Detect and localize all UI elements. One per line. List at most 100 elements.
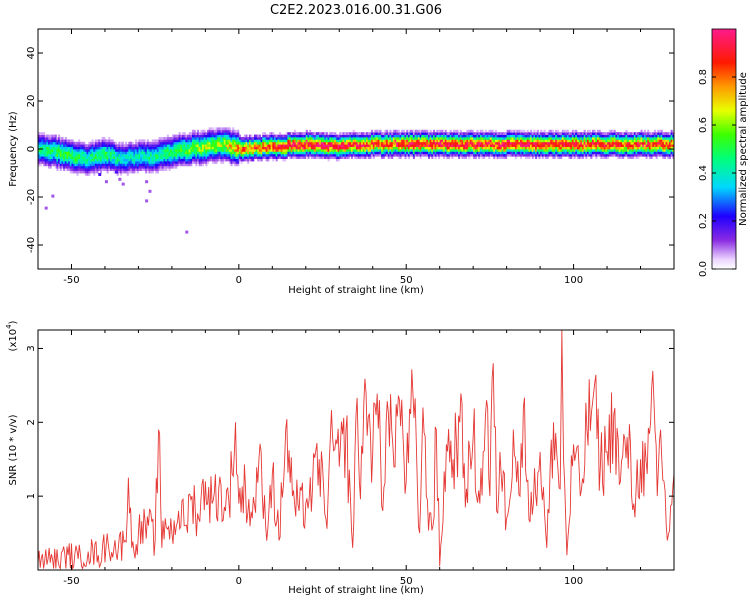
heatmap-cell [633, 141, 636, 145]
heatmap-cell [493, 139, 496, 143]
heatmap-cell [347, 132, 350, 135]
heatmap-cell [121, 161, 124, 164]
heatmap-cell [566, 149, 569, 152]
heatmap-cell [223, 153, 226, 157]
heatmap-cell [471, 151, 474, 155]
heatmap-cell [58, 153, 61, 157]
heatmap-cell [66, 141, 69, 145]
heatmap-cell [560, 144, 563, 147]
heatmap-cell [312, 137, 315, 140]
heatmap-cell [322, 144, 325, 147]
heatmap-cell [550, 144, 553, 147]
heatmap-cell [499, 146, 503, 150]
heatmap-cell [76, 151, 79, 155]
heatmap-cell [453, 144, 456, 147]
y-tick-label: 1 [26, 493, 37, 499]
heatmap-cell [419, 146, 422, 150]
heatmap-cell [627, 132, 630, 135]
heatmap-cell [518, 153, 521, 157]
heatmap-cell [658, 129, 662, 133]
heatmap-cell [411, 132, 414, 135]
heatmap-cell [473, 151, 476, 155]
heatmap-cell [555, 151, 558, 155]
heatmap-cell [471, 134, 474, 138]
heatmap-cell [217, 156, 220, 159]
heatmap-cell [536, 132, 539, 135]
heatmap-cell [173, 153, 176, 157]
heatmap-cell [573, 146, 576, 150]
heatmap-cell [591, 134, 595, 138]
heatmap-cell [493, 156, 496, 159]
heatmap-cell [573, 156, 576, 159]
heatmap-cell [515, 139, 518, 143]
heatmap-cell [151, 168, 154, 171]
heatmap-cell [106, 156, 109, 159]
heatmap-cell [289, 134, 292, 138]
heatmap-cell [401, 134, 404, 138]
heatmap-cell [193, 129, 196, 133]
heatmap-cell [51, 163, 54, 167]
heatmap-cell [61, 165, 64, 169]
heatmap-cell [217, 153, 220, 157]
heatmap-cell [250, 144, 253, 147]
heatmap-cell [471, 144, 474, 147]
heatmap-cell [638, 134, 641, 138]
heatmap-cell [571, 139, 574, 143]
heatmap-cell [279, 141, 282, 145]
heatmap-cell [650, 141, 653, 145]
heatmap-cell [565, 146, 568, 150]
heatmap-cell [653, 139, 656, 143]
heatmap-cell [633, 146, 636, 150]
heatmap-cell [653, 129, 656, 133]
heatmap-cell [160, 156, 163, 159]
heatmap-cell [402, 137, 405, 140]
heatmap-cell [116, 173, 119, 176]
heatmap-cell [156, 139, 159, 143]
heatmap-cell [203, 161, 206, 164]
heatmap-cell [565, 134, 568, 138]
heatmap-cell [74, 163, 77, 167]
heatmap-cell [252, 158, 255, 162]
heatmap-cell [377, 139, 380, 143]
heatmap-cell [638, 151, 641, 155]
heatmap-cell [571, 141, 574, 145]
heatmap-cell [248, 153, 251, 157]
heatmap-cell [217, 151, 220, 155]
heatmap-cell [151, 163, 154, 167]
heatmap-cell [324, 156, 327, 159]
heatmap-cell [126, 153, 129, 157]
heatmap-cell [243, 137, 246, 140]
heatmap-cell [590, 141, 593, 145]
heatmap-cell [463, 146, 466, 150]
heatmap-cell [337, 139, 340, 143]
heatmap-cell [232, 141, 235, 145]
heatmap-cell [263, 156, 267, 159]
heatmap-cell [432, 153, 436, 157]
heatmap-cell [424, 134, 427, 138]
heatmap-cell [287, 153, 290, 157]
heatmap-cell [263, 134, 267, 138]
heatmap-cell [208, 139, 211, 143]
heatmap-cell [361, 149, 364, 152]
heatmap-cell [655, 132, 658, 135]
heatmap-cell [563, 129, 566, 133]
heatmap-cell [660, 151, 663, 155]
heatmap-cell [648, 137, 651, 140]
heatmap-cell [362, 141, 365, 145]
heatmap-cell [620, 132, 623, 135]
heatmap-cell [160, 139, 163, 143]
heatmap-cell [193, 151, 196, 155]
heatmap-cell [61, 153, 64, 157]
heatmap-cell [135, 149, 138, 152]
heatmap-cell [528, 132, 531, 135]
heatmap-cell [660, 144, 663, 147]
heatmap-cell [459, 144, 462, 147]
heatmap-cell [463, 156, 466, 159]
heatmap-cell [111, 144, 114, 147]
heatmap-cell [270, 156, 273, 159]
heatmap-cell [215, 132, 218, 135]
heatmap-cell [561, 139, 564, 143]
heatmap-cell [250, 153, 253, 157]
